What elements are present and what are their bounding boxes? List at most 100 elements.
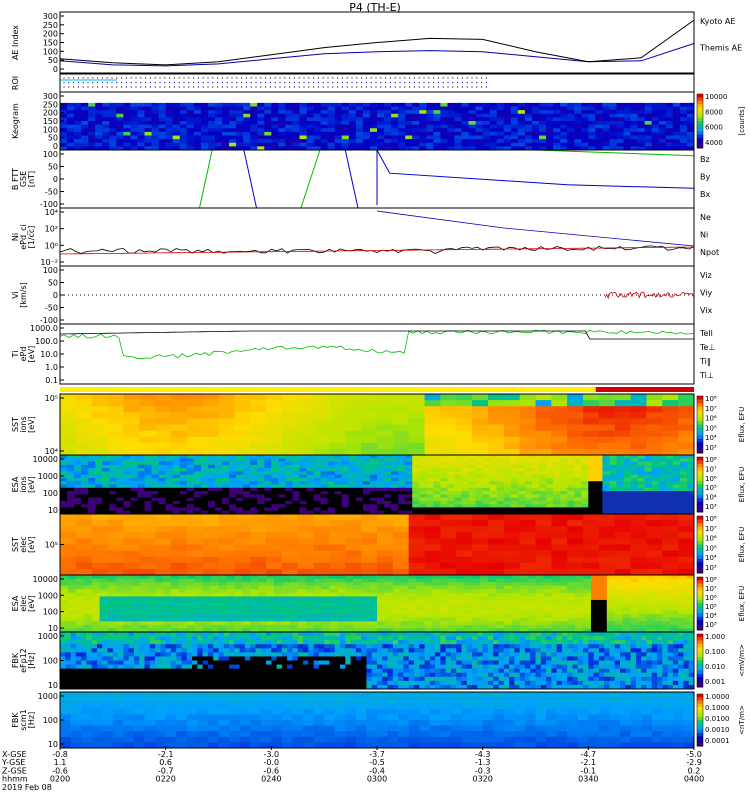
esa-elec-cell xyxy=(392,624,402,630)
keogram-cell xyxy=(320,113,329,118)
sst-ions-cell xyxy=(75,412,93,419)
esa-ions-cell xyxy=(222,484,230,489)
esa-ions-cell xyxy=(229,507,237,512)
esa-elec-cell xyxy=(353,599,362,605)
esa-elec-cell xyxy=(598,589,608,594)
sst-elec-cell xyxy=(583,568,600,575)
esa-ions-cell xyxy=(151,464,160,469)
esa-ions-cell xyxy=(250,458,258,463)
sst-ions-cell xyxy=(155,448,172,455)
esa-ions-cell xyxy=(644,464,653,469)
sst-ions-cell xyxy=(583,436,600,444)
keogram-cell xyxy=(158,95,167,100)
sst-ions-cell xyxy=(487,448,505,455)
esa-ions-cell xyxy=(377,455,385,459)
keogram-cell xyxy=(327,102,336,108)
esa-elec-cell xyxy=(226,582,235,587)
keogram-cell xyxy=(123,131,132,137)
esa-ions-cell xyxy=(151,494,160,499)
keogram-cell xyxy=(686,128,694,133)
esa-ions-cell xyxy=(637,455,646,459)
sst-ions-cell xyxy=(250,406,267,413)
keogram-cell xyxy=(292,106,301,111)
esa-ions-cell xyxy=(616,504,625,509)
keogram-cell xyxy=(222,124,230,129)
keogram-cell xyxy=(461,142,470,147)
keogram-cell xyxy=(207,131,216,137)
esa-elec-cell xyxy=(123,603,132,608)
sst-elec-cell xyxy=(424,526,441,533)
esa-ions-cell xyxy=(222,487,230,492)
keogram-cell xyxy=(412,99,420,104)
esa-elec-cell xyxy=(273,585,283,590)
esa-elec-cell xyxy=(456,596,465,601)
esa-elec-cell xyxy=(337,589,346,594)
keogram-cell xyxy=(398,124,406,129)
esa-ions-cell xyxy=(229,477,237,482)
sst-ions-cell xyxy=(202,406,220,413)
esa-elec-cell xyxy=(83,621,93,626)
esa-ions-cell xyxy=(461,484,470,489)
esa-elec-cell xyxy=(155,614,164,619)
esa-ions-cell xyxy=(116,477,124,482)
esa-elec-cell xyxy=(361,610,370,615)
keogram-cell xyxy=(67,121,75,126)
keogram-cell xyxy=(419,106,427,111)
esa-elec-cell xyxy=(424,624,434,630)
sst-elec-cell xyxy=(170,514,188,521)
sst-ions-cell xyxy=(377,448,394,455)
esa-ions-cell xyxy=(602,500,611,505)
esa-elec-cell xyxy=(83,617,93,622)
esa-ions-cell xyxy=(419,491,427,495)
keogram-cell xyxy=(229,110,237,115)
esa-elec-cell xyxy=(202,603,212,608)
esa-elec-cell xyxy=(527,592,537,597)
sst-ions-cell xyxy=(472,394,489,401)
esa-ions-cell xyxy=(679,497,688,502)
keogram-cell xyxy=(384,92,392,97)
sst-ions-cell xyxy=(424,448,441,455)
esa-elec-cell xyxy=(131,607,140,612)
sst-elec-cell xyxy=(392,568,410,575)
keogram-cell xyxy=(109,146,117,150)
keogram-cell xyxy=(306,135,315,140)
esa-ions-cell xyxy=(102,487,110,492)
esa-elec-cell xyxy=(527,628,537,632)
keogram-cell xyxy=(81,106,89,111)
esa-elec-cell xyxy=(392,596,402,601)
esa-elec-cell xyxy=(440,603,449,608)
keogram-cell xyxy=(313,139,322,144)
keogram-cell xyxy=(355,95,364,100)
esa-ions-cell xyxy=(222,468,230,472)
esa-elec-cell xyxy=(590,599,600,605)
esa-elec-cell xyxy=(487,603,497,608)
keogram-cell xyxy=(355,113,364,118)
esa-ions-cell xyxy=(250,487,258,492)
esa-ions-cell xyxy=(454,497,463,502)
keogram-cell xyxy=(200,110,209,115)
esa-elec-cell xyxy=(559,578,568,583)
esa-elec-cell xyxy=(567,624,576,630)
keogram-cell xyxy=(588,95,596,100)
sst-ions-cell xyxy=(503,418,521,426)
sst-ions-cell xyxy=(297,406,315,413)
keogram-cell xyxy=(468,110,477,115)
esa-elec-cell xyxy=(472,617,481,622)
sst-ions-cell xyxy=(361,406,378,413)
keogram-cell xyxy=(461,117,470,122)
esa-elec-cell xyxy=(210,624,220,630)
esa-elec-cell xyxy=(495,603,505,608)
esa-ions-cell xyxy=(137,494,146,499)
keogram-cell xyxy=(440,121,449,126)
keogram-cell xyxy=(616,99,625,104)
esa-elec-cell xyxy=(139,614,148,619)
sst-ions-cell xyxy=(250,436,267,444)
esa-elec-cell xyxy=(416,582,426,587)
esa-elec-cell xyxy=(559,596,568,601)
esa-elec-cell xyxy=(194,596,204,601)
sst-elec-cell xyxy=(361,568,378,575)
esa-ions-cell xyxy=(278,474,287,479)
esa-ions-cell xyxy=(665,484,674,489)
sst-ions-cell xyxy=(361,448,378,455)
esa-elec-cell xyxy=(583,617,592,622)
